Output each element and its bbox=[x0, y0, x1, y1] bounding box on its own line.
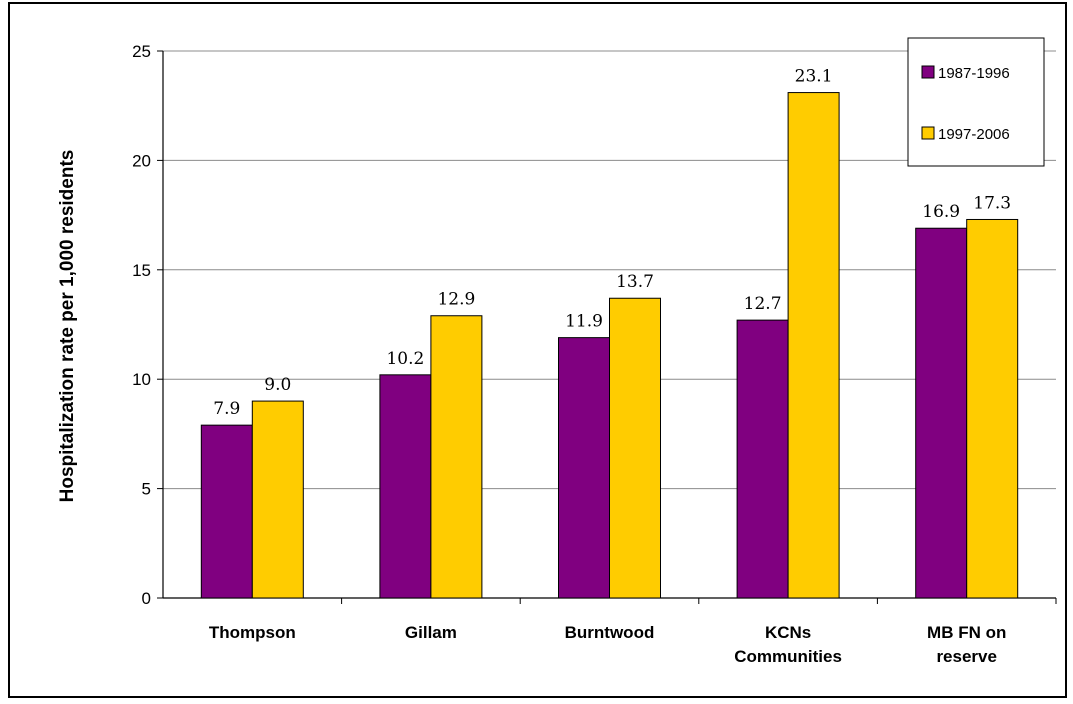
bar bbox=[430, 315, 483, 599]
y-tick-label: 5 bbox=[142, 480, 151, 499]
chart-frame bbox=[8, 2, 1067, 698]
legend-box bbox=[907, 37, 1045, 167]
data-label: 10.2 bbox=[386, 349, 424, 369]
data-label: 7.9 bbox=[213, 399, 240, 419]
category-label: KCNs bbox=[765, 623, 811, 642]
data-label: 9.0 bbox=[264, 375, 291, 395]
bar bbox=[379, 374, 432, 599]
data-label: 23.1 bbox=[795, 67, 833, 87]
category-label: Burntwood bbox=[565, 623, 655, 642]
legend-label: 1997-2006 bbox=[938, 126, 1010, 143]
category-label: reserve bbox=[936, 647, 997, 666]
y-tick-label: 15 bbox=[132, 261, 151, 280]
data-label: 13.7 bbox=[616, 272, 654, 292]
data-label: 12.9 bbox=[437, 290, 475, 310]
legend-label: 1987-1996 bbox=[938, 65, 1010, 82]
data-label: 11.9 bbox=[565, 312, 603, 332]
bar bbox=[787, 92, 840, 599]
bar bbox=[558, 337, 610, 599]
category-label: Thompson bbox=[209, 623, 296, 642]
data-label: 17.3 bbox=[973, 193, 1011, 213]
bar bbox=[609, 297, 661, 599]
bar bbox=[736, 319, 789, 599]
bar bbox=[966, 218, 1019, 599]
bar bbox=[915, 227, 968, 599]
y-tick-label: 10 bbox=[132, 370, 151, 389]
legend-swatch bbox=[921, 65, 935, 79]
y-tick-label: 25 bbox=[132, 42, 151, 61]
y-tick-label: 0 bbox=[142, 589, 151, 608]
bar bbox=[200, 424, 253, 599]
legend-swatch bbox=[921, 126, 935, 140]
data-label: 16.9 bbox=[922, 202, 960, 222]
bar bbox=[251, 400, 304, 599]
y-tick-label: 20 bbox=[132, 151, 151, 170]
category-label: Communities bbox=[734, 647, 842, 666]
category-label: MB FN on bbox=[927, 623, 1006, 642]
category-label: Gillam bbox=[405, 623, 457, 642]
data-label: 12.7 bbox=[744, 294, 782, 314]
y-axis-title: Hospitalization rate per 1,000 residents bbox=[57, 150, 78, 503]
